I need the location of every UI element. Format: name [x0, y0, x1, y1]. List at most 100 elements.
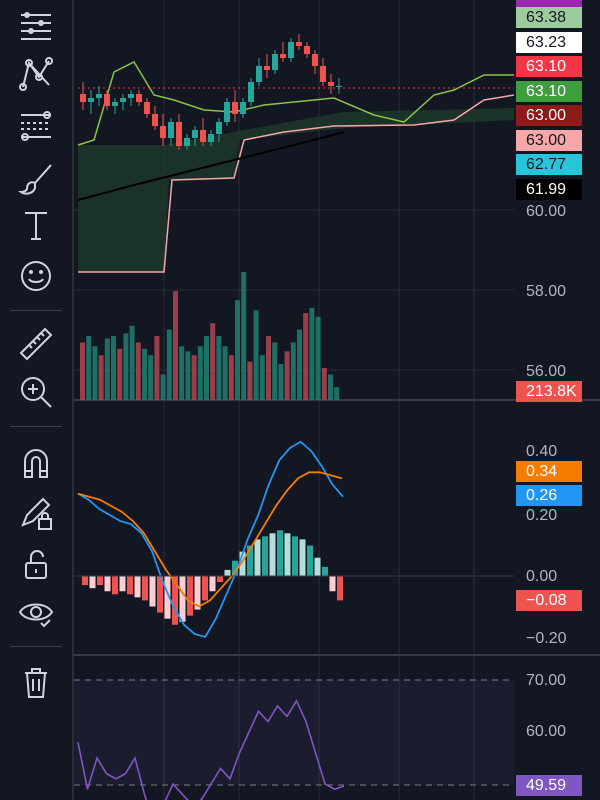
volume-bar [80, 342, 85, 400]
trash-icon[interactable] [12, 662, 60, 702]
rsi-tag: 49.59 [516, 775, 582, 796]
macd-histogram-bar [217, 576, 223, 583]
volume-bar [241, 272, 247, 400]
volume-bar [86, 336, 92, 400]
candle-body [288, 42, 294, 58]
macd-histogram-bar [329, 576, 336, 592]
volume-bar [278, 364, 284, 400]
chart-area[interactable] [74, 0, 600, 800]
drawing-toolbar [0, 0, 74, 800]
candle-body [240, 102, 246, 114]
price-tag: 63.10 [516, 80, 582, 102]
macd-histogram-bar [202, 576, 208, 601]
emoji-icon[interactable] [12, 256, 60, 296]
macd-axis-label: −0.20 [526, 630, 567, 647]
price-tag: 63.00 [516, 105, 582, 126]
cloud-span-a [77, 61, 514, 146]
volume-bar [98, 355, 104, 400]
price-axis-label: 60.00 [526, 203, 567, 220]
volume-bar [321, 368, 327, 400]
macd-axis-label: 0.00 [526, 568, 558, 585]
volume-bar [235, 300, 240, 400]
candle-body [224, 102, 230, 122]
macd-histogram-bar [269, 533, 276, 576]
toolbar-divider [10, 310, 62, 311]
candle-body [280, 54, 286, 58]
volume-bar [266, 336, 271, 400]
pattern-tool-icon[interactable] [12, 54, 60, 94]
volume-bar [142, 348, 147, 400]
macd-histogram-bar [149, 576, 156, 607]
brush-icon[interactable] [12, 158, 60, 198]
candle-body [256, 66, 262, 82]
volume-bar [92, 346, 98, 400]
volume-bar [303, 312, 309, 400]
volume-bar [290, 342, 296, 400]
volume-bar [154, 336, 160, 400]
macd-histogram-bar [119, 576, 126, 592]
volume-bar [197, 346, 203, 400]
price-tag: 63.00 [516, 129, 582, 151]
candle-body [248, 82, 254, 102]
price-axis-label: 58.00 [526, 283, 567, 300]
candle-body [176, 122, 182, 146]
macd-histogram-bar [187, 576, 193, 616]
volume-bar [216, 336, 222, 400]
price-tag: 62.77 [516, 154, 582, 175]
volume-bar [247, 361, 253, 400]
volume-bar [123, 333, 129, 400]
candle-body [192, 130, 198, 138]
macd-histogram-bar [299, 539, 306, 576]
macd-hist-tag: −0.08 [516, 590, 582, 611]
volume-bar [309, 307, 315, 400]
macd-histogram-bar [232, 560, 238, 576]
signal-line [77, 471, 343, 608]
volume-bar [173, 291, 178, 400]
macd-histogram-bar [322, 566, 328, 576]
volume-bar [210, 323, 216, 400]
candle-body [304, 46, 310, 54]
volume-bar [284, 351, 290, 400]
macd-axis-label: 0.20 [526, 507, 558, 524]
volume-bar [179, 346, 185, 400]
volume-bar [315, 316, 321, 400]
lock-drawings-icon[interactable] [12, 494, 60, 534]
candle-body [168, 122, 174, 138]
candle-body [120, 98, 126, 102]
volume-bar [204, 336, 209, 400]
candle-body [144, 102, 150, 114]
unlock-icon[interactable] [12, 544, 60, 584]
magnet-icon[interactable] [12, 442, 60, 482]
volume-bar [228, 355, 234, 400]
candle-body [328, 82, 334, 86]
visibility-icon[interactable] [12, 592, 60, 632]
macd-histogram-bar [112, 576, 118, 595]
text-tool-icon[interactable] [12, 206, 60, 246]
candle-body [80, 94, 86, 102]
macd-histogram-bar [314, 557, 321, 576]
menu-lines-icon[interactable] [12, 6, 60, 46]
rsi-band [74, 680, 514, 785]
fib-tool-icon[interactable] [12, 106, 60, 146]
macd-histogram-bar [134, 576, 141, 598]
macd-histogram-bar [179, 576, 186, 622]
rsi-axis-label: 70.00 [526, 672, 567, 689]
macd-histogram-bar [292, 536, 298, 576]
macd-histogram-bar [104, 576, 111, 592]
macd-histogram-bar [194, 576, 201, 610]
toolbar-divider [10, 426, 62, 427]
volume-bar [253, 310, 259, 400]
candle-body [320, 66, 326, 82]
zoom-in-icon[interactable] [12, 372, 60, 412]
candle-body [160, 126, 166, 138]
price-axis-label: 56.00 [526, 363, 567, 380]
macd-histogram-bar [254, 539, 261, 576]
candle-body [88, 98, 94, 102]
macd-line [77, 440, 344, 639]
macd-histogram-bar [284, 533, 291, 576]
ruler-icon[interactable] [12, 324, 60, 364]
candle-body [152, 114, 158, 126]
volume-bar [129, 325, 135, 400]
chart-canvas[interactable] [74, 0, 600, 800]
price-tag: 63.10 [516, 56, 582, 77]
